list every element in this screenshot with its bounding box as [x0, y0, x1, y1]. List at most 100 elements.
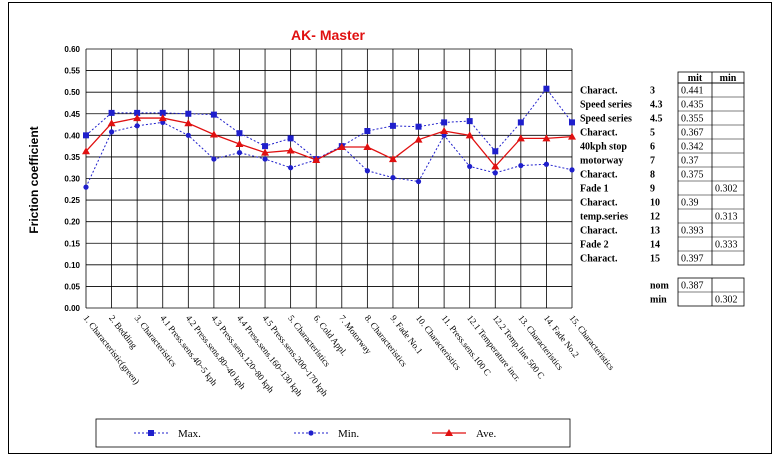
data-point: [517, 119, 524, 126]
data-point: [83, 184, 89, 190]
data-point: [465, 131, 474, 139]
table-row-number: 6: [650, 142, 655, 153]
table-cell-mit: 0.367: [681, 128, 704, 139]
data-point: [236, 150, 243, 156]
table-row-label: Charact.: [580, 170, 618, 181]
table-row-label: Charact.: [580, 86, 618, 97]
data-point: [158, 114, 167, 122]
table-cell-mit: 0.342: [681, 142, 704, 153]
y-tick-label: 0.35: [64, 153, 80, 162]
results-table: mit min Charact. 3 0.441 Speed series 4.3 0.435…: [580, 71, 745, 307]
table-row-number: 12: [650, 212, 660, 223]
legend-label: Ave.: [476, 428, 497, 440]
data-point: [286, 146, 295, 154]
y-tick-label: 0.55: [64, 67, 80, 76]
table-cell-mit: 0.435: [681, 100, 704, 111]
data-point: [467, 163, 473, 170]
data-point: [209, 130, 218, 138]
series-line: [85, 87, 573, 160]
data-point: [363, 142, 372, 150]
table-cell-mit: 0.39: [681, 198, 699, 209]
table-row-label: Charact.: [580, 254, 618, 265]
table-header: mit: [688, 73, 703, 84]
table-row-number: 4.5: [650, 114, 663, 125]
data-point: [441, 119, 448, 126]
series-min: [83, 119, 575, 190]
table-header: min: [720, 73, 737, 84]
data-point: [569, 167, 575, 173]
y-tick-label: 0.60: [64, 45, 80, 54]
series-line: [85, 121, 573, 188]
data-point: [364, 128, 371, 135]
data-point: [440, 127, 449, 135]
y-tick-label: 0.30: [64, 175, 80, 184]
data-point: [235, 139, 244, 147]
table-row-number: 5: [650, 128, 655, 139]
y-tick-label: 0.40: [64, 131, 80, 140]
data-point: [543, 161, 550, 167]
data-point: [262, 156, 268, 162]
data-point: [389, 122, 396, 129]
table-row-label: Speed series: [580, 114, 632, 125]
table-row-number: 13: [650, 226, 660, 237]
x-tick-label: 13. Characteristics: [516, 313, 565, 372]
table-row-label: temp.series: [580, 212, 628, 223]
data-point: [466, 118, 473, 125]
table-row-number: 4.3: [650, 100, 663, 111]
x-tick-label: 15. Characteristics: [567, 313, 616, 372]
summary-cell-mit: 0.387: [681, 281, 704, 292]
data-point: [516, 134, 525, 142]
table-cell-min: 0.302: [715, 184, 738, 195]
table-row-number: 3: [650, 86, 655, 97]
table-row-label: 40kph stop: [580, 142, 627, 153]
table-cell-min: 0.313: [715, 212, 738, 223]
chart-grid: [85, 48, 573, 309]
series-line: [85, 117, 573, 168]
table-row-number: 9: [650, 184, 655, 195]
table-row-number: 14: [650, 240, 660, 251]
data-point: [82, 147, 90, 155]
data-point: [108, 129, 115, 135]
series-ave: [82, 114, 576, 170]
data-point: [107, 119, 116, 127]
data-point: [185, 132, 191, 138]
data-point: [492, 148, 499, 155]
data-point: [134, 109, 141, 116]
table-cell-mit: 0.397: [681, 254, 704, 265]
table-cell-mit: 0.37: [681, 156, 699, 167]
table-row-label: Charact.: [580, 128, 618, 139]
y-tick-label: 0.10: [64, 261, 80, 270]
data-point: [518, 162, 524, 169]
data-point: [211, 156, 217, 162]
data-point: [236, 130, 243, 137]
y-tick-label: 0.15: [64, 239, 80, 248]
y-tick-label: 0.00: [64, 304, 80, 313]
data-point: [83, 132, 89, 139]
data-point: [160, 119, 166, 125]
legend-marker: [148, 430, 154, 436]
chart-series: [82, 85, 576, 190]
data-point: [337, 142, 346, 150]
summary-label: min: [650, 295, 667, 306]
legend-marker: [308, 430, 314, 436]
table-cell-mit: 0.355: [681, 114, 704, 125]
table-row-label: Speed series: [580, 100, 632, 111]
data-point: [568, 132, 576, 140]
data-point: [261, 148, 270, 156]
summary-label: nom: [650, 281, 670, 292]
table-row-label: Charact.: [580, 198, 618, 209]
data-point: [262, 143, 269, 150]
data-point: [287, 135, 294, 142]
data-point: [133, 114, 142, 122]
y-tick-label: 0.05: [64, 282, 80, 291]
table-row-number: 15: [650, 254, 660, 265]
data-point: [364, 168, 370, 174]
data-point: [492, 170, 498, 176]
data-point: [569, 119, 575, 126]
table-cell-mit: 0.441: [681, 86, 704, 97]
legend-label: Max.: [178, 428, 201, 440]
y-tick-label: 0.45: [64, 110, 80, 119]
data-point: [543, 85, 550, 92]
data-point: [288, 165, 294, 171]
